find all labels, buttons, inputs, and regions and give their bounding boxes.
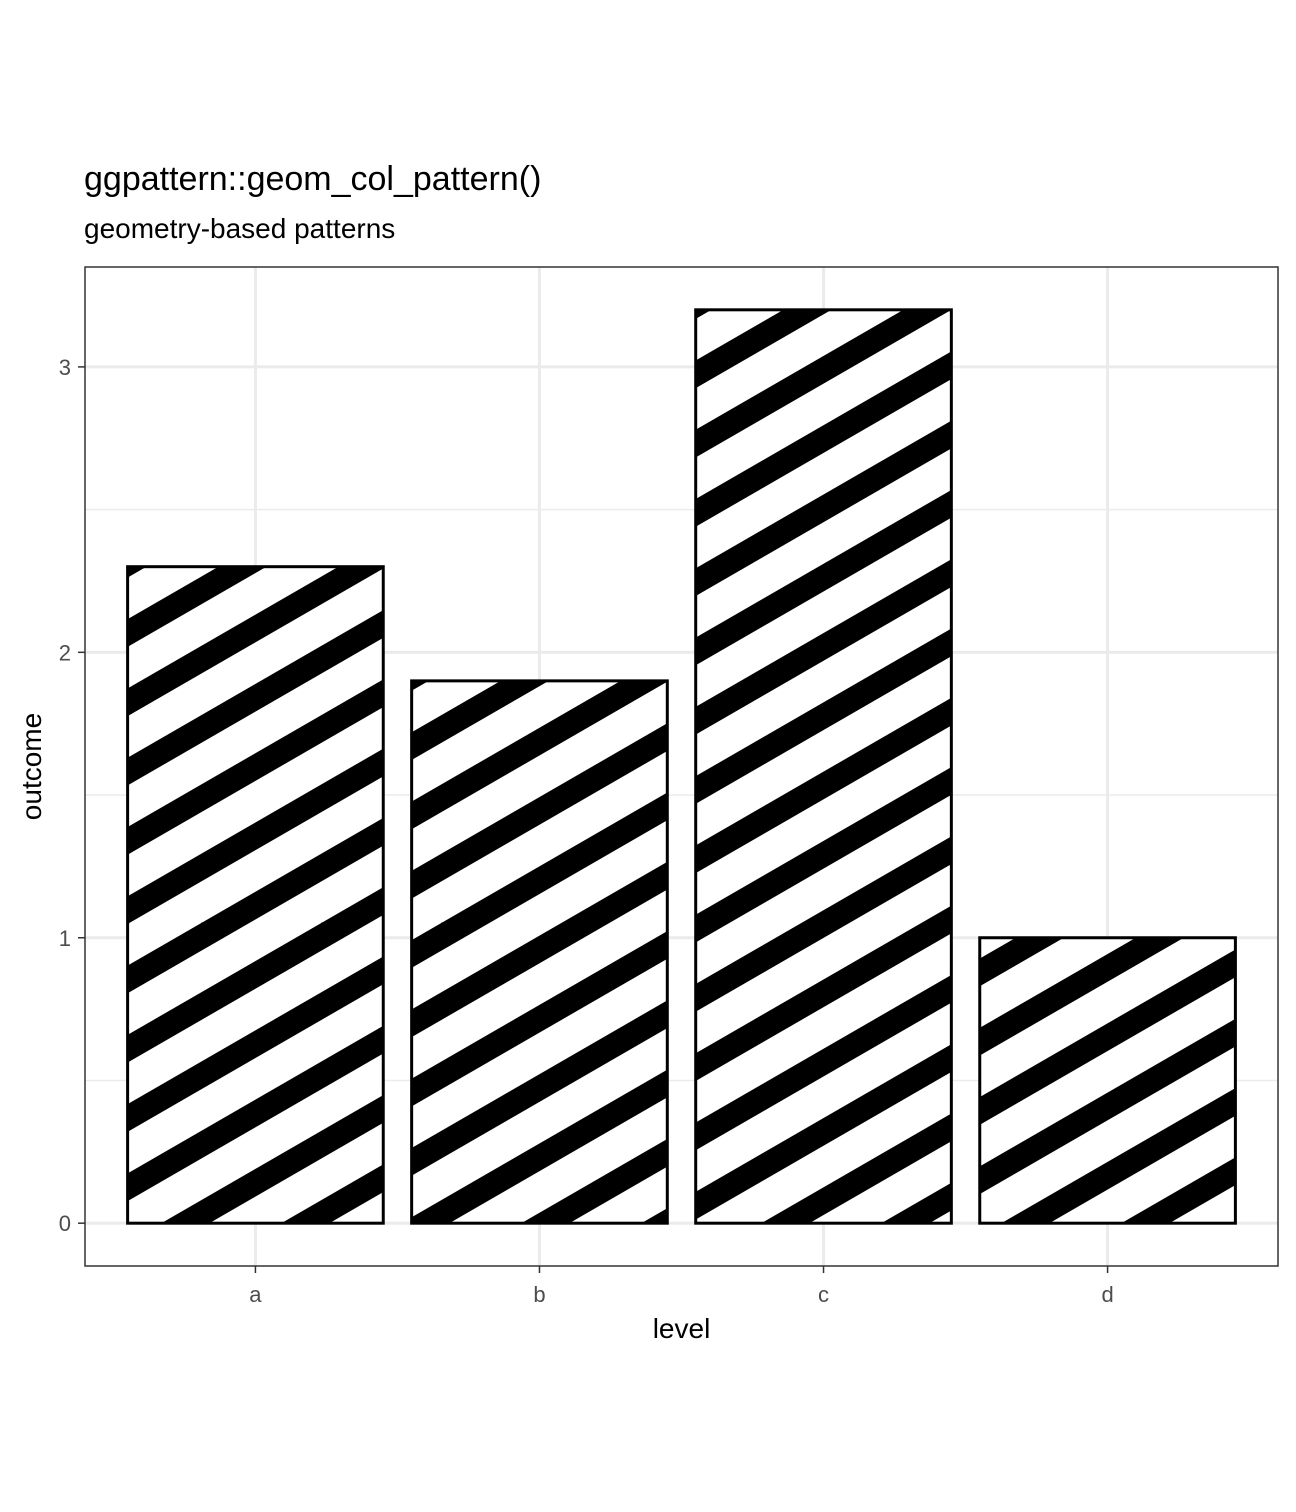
chart-subtitle: geometry-based patterns	[84, 213, 396, 244]
x-axis-label: level	[653, 1313, 711, 1344]
y-tick-label: 0	[59, 1211, 71, 1236]
x-tick-label: d	[1101, 1282, 1113, 1307]
chart-title: ggpattern::geom_col_pattern()	[84, 160, 542, 198]
x-tick-label: a	[249, 1282, 262, 1307]
bars	[126, 308, 1237, 1225]
x-tick-label: b	[533, 1282, 545, 1307]
bar-b	[410, 679, 669, 1225]
y-axis-label: outcome	[16, 713, 47, 820]
axes: 0 1 2 3 a b c d	[59, 355, 1114, 1307]
x-tick-label: c	[818, 1282, 829, 1307]
bar-d	[978, 936, 1237, 1225]
bar-c	[694, 308, 953, 1225]
y-tick-label: 3	[59, 355, 71, 380]
y-tick-label: 2	[59, 640, 71, 665]
y-tick-label: 1	[59, 926, 71, 951]
panel-border	[84, 266, 1279, 1267]
bar-a	[126, 565, 385, 1225]
